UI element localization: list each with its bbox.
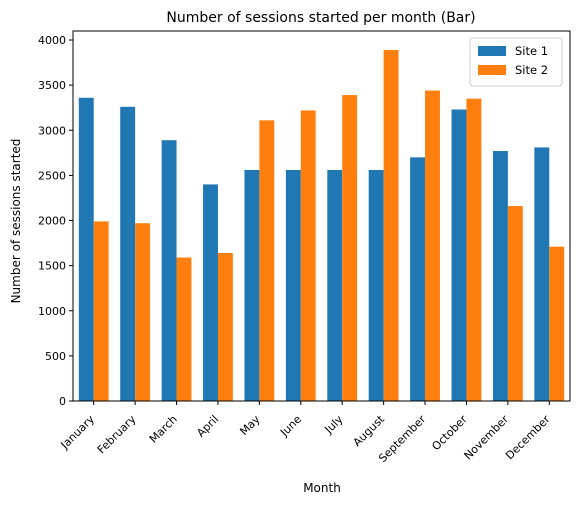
bar-1-november xyxy=(493,151,508,401)
x-axis-label: Month xyxy=(303,481,341,495)
bar-1-april xyxy=(203,184,218,401)
y-tick-label: 500 xyxy=(45,350,66,363)
x-tick-label: October xyxy=(429,412,470,453)
bar-1-march xyxy=(162,140,177,401)
y-tick-label: 0 xyxy=(59,395,66,408)
legend-label-2: Site 2 xyxy=(515,63,548,77)
bar-1-january xyxy=(79,98,94,401)
legend-swatch-1 xyxy=(478,46,506,56)
bar-1-june xyxy=(286,170,301,401)
bar-2-november xyxy=(508,206,523,401)
bar-2-may xyxy=(259,120,274,401)
legend-label-1: Site 1 xyxy=(515,44,548,58)
bar-2-october xyxy=(466,99,481,401)
x-tick-label: April xyxy=(194,413,221,440)
x-tick-label: July xyxy=(322,412,346,436)
y-tick-label: 2500 xyxy=(38,169,66,182)
y-tick-label: 2000 xyxy=(38,215,66,228)
bar-2-july xyxy=(342,95,357,401)
bar-2-april xyxy=(218,253,233,401)
x-tick-label: August xyxy=(351,412,388,449)
bar-2-february xyxy=(135,223,150,401)
bar-2-january xyxy=(94,221,109,401)
legend-swatch-2 xyxy=(478,65,506,75)
bar-1-october xyxy=(452,110,467,401)
x-tick-label: February xyxy=(95,412,139,456)
chart-title: Number of sessions started per month (Ba… xyxy=(166,10,475,26)
y-tick-label: 1500 xyxy=(38,260,66,273)
bar-1-september xyxy=(410,157,425,401)
x-tick-label: March xyxy=(147,413,180,446)
bar-1-august xyxy=(369,170,384,401)
y-axis: 0 500 1000 1500 2000 2500 3000 3500 4000 xyxy=(38,34,73,408)
y-axis-label: Number of sessions started xyxy=(9,139,23,304)
y-tick-label: 3000 xyxy=(38,124,66,137)
x-tick-label: June xyxy=(277,413,304,440)
y-tick-label: 1000 xyxy=(38,305,66,318)
bar-2-september xyxy=(425,91,440,401)
bar-1-may xyxy=(244,170,259,401)
bar-2-august xyxy=(384,50,399,401)
bar-1-july xyxy=(327,170,342,401)
y-tick-label: 3500 xyxy=(38,79,66,92)
bar-1-december xyxy=(534,147,549,401)
legend: Site 1 Site 2 xyxy=(470,38,562,86)
x-tick-label: December xyxy=(503,412,553,462)
x-tick-label: January xyxy=(58,412,98,452)
x-tick-label: May xyxy=(237,412,263,438)
bar-2-december xyxy=(549,247,564,401)
bar-2-june xyxy=(301,110,316,401)
bar-2-march xyxy=(177,258,192,401)
bar-1-february xyxy=(120,107,135,401)
y-tick-label: 4000 xyxy=(38,34,66,47)
bars-group xyxy=(79,50,564,401)
